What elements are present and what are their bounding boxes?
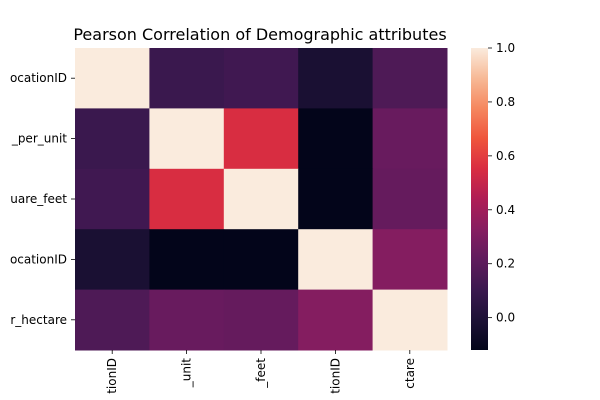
colorbar-tick-label: 0.2 [496, 257, 515, 271]
chart-title: Pearson Correlation of Demographic attri… [73, 25, 446, 44]
heatmap-cell [298, 229, 374, 291]
heatmap-cell [75, 289, 150, 351]
row-tick-label: _per_unit [11, 132, 67, 146]
colorbar-tick-label: 0.6 [496, 149, 515, 163]
heatmap-cell [223, 168, 299, 230]
heatmap-cell [149, 108, 225, 170]
colorbar-ticks: 0.0 0.2 0.4 0.6 0.8 1.0 [488, 41, 515, 325]
heatmap-cell [298, 108, 374, 170]
heatmap-cell [75, 108, 150, 170]
row-tick-label: r_hectare [10, 313, 67, 327]
heatmap-cell [149, 48, 225, 109]
colorbar-tick-label: 0.0 [496, 311, 515, 325]
row-tick-label: ocationID [10, 252, 67, 266]
heatmap-cell [372, 168, 448, 230]
heatmap-cells [75, 48, 448, 351]
heatmap-cell [298, 48, 374, 109]
heatmap-cell [372, 48, 448, 109]
colorbar-tick-label: 1.0 [496, 41, 515, 55]
column-tick-label: tionID [328, 358, 342, 394]
column-tick-labels: tionID _unit _feet tionID ctare [105, 350, 417, 394]
column-tick-label: _unit [180, 358, 194, 389]
row-tick-label: ocationID [10, 71, 67, 85]
heatmap-cell [149, 289, 225, 351]
heatmap-cell [223, 229, 299, 291]
column-tick-label: tionID [105, 358, 119, 394]
row-tick-labels: ocationID _per_unit uare_feet ocationID r_he… [10, 71, 75, 327]
heatmap-cell [298, 168, 374, 230]
colorbar [471, 48, 488, 350]
heatmap-cell [75, 229, 150, 291]
row-tick-label: uare_feet [10, 192, 67, 206]
heatmap-cell [149, 229, 225, 291]
heatmap-cell [75, 168, 150, 230]
heatmap-cell [75, 48, 150, 109]
heatmap-cell [372, 108, 448, 170]
heatmap-cell [223, 108, 299, 170]
heatmap-cell [223, 48, 299, 109]
heatmap-cell [372, 229, 448, 291]
heatmap-cell [223, 289, 299, 351]
heatmap-cell [372, 289, 448, 351]
colorbar-tick-label: 0.4 [496, 203, 515, 217]
heatmap-cell [149, 168, 225, 230]
colorbar-tick-label: 0.8 [496, 95, 515, 109]
column-tick-label: _feet [254, 358, 268, 389]
heatmap-cell [298, 289, 374, 351]
column-tick-label: ctare [403, 358, 417, 389]
